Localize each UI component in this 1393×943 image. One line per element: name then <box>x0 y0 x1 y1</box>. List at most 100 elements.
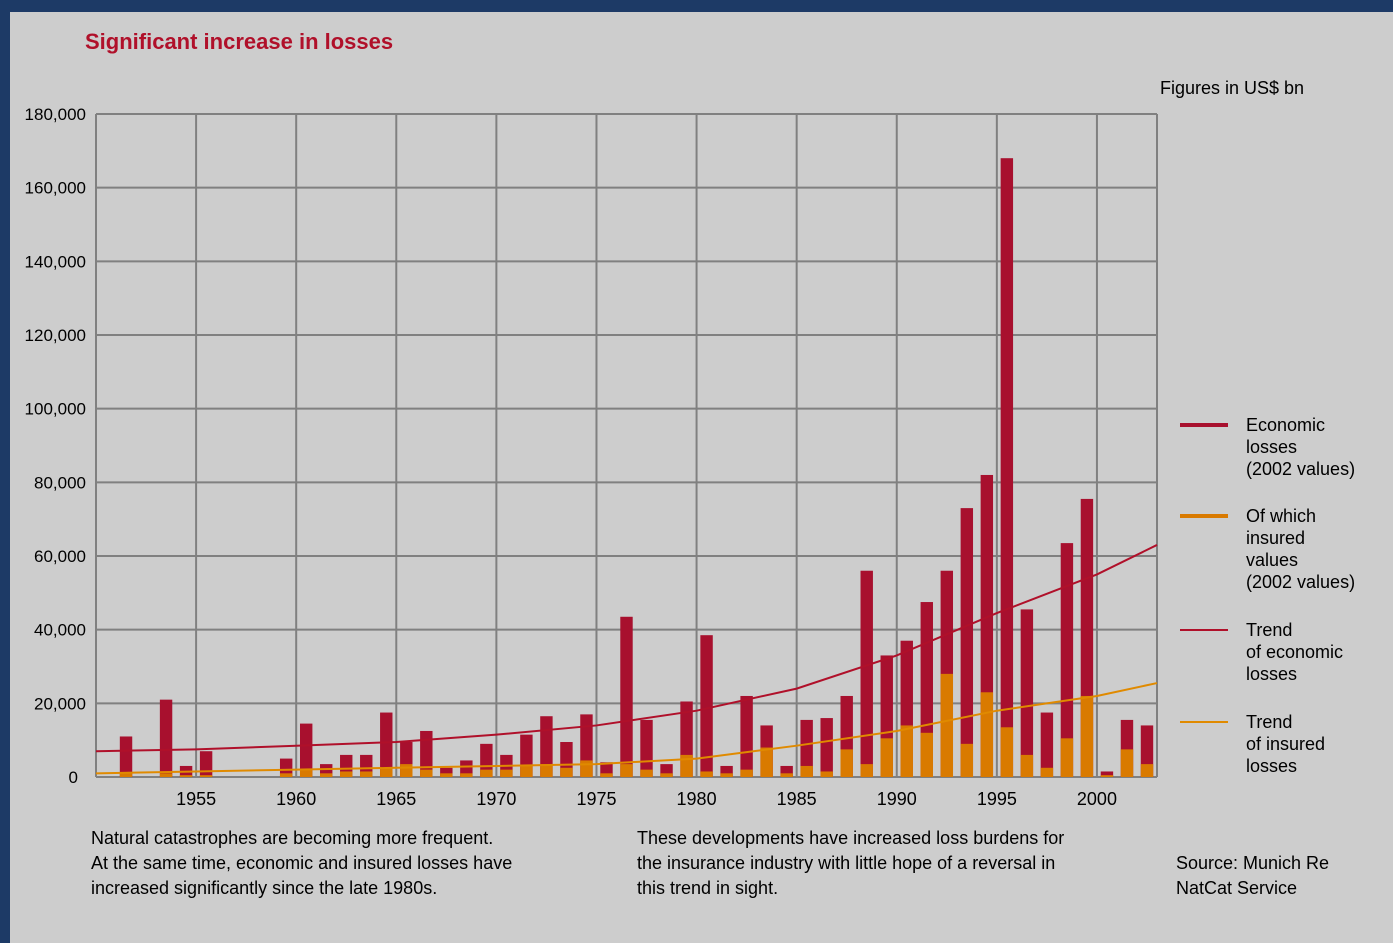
economic-bar <box>279 758 293 777</box>
x-tick-label: 1970 <box>476 789 516 809</box>
economic-bar <box>800 719 813 777</box>
insured-bar <box>320 773 333 777</box>
economic-bar <box>960 508 974 777</box>
economic-bar <box>640 719 653 777</box>
insured-bar <box>199 775 213 777</box>
y-tick-label: 60,000 <box>34 547 86 566</box>
insured-bar <box>660 773 673 777</box>
insured-bar <box>540 764 553 777</box>
insured-bar <box>299 769 313 777</box>
insured-bar <box>500 769 513 777</box>
legend-label-trend-economic: Trend of economic losses <box>1246 620 1344 684</box>
economic-bar <box>460 760 473 777</box>
insured-bar <box>800 765 813 777</box>
insured-bar <box>900 725 913 777</box>
economic-bar <box>159 699 173 777</box>
units-label: Figures in US$ bn <box>1160 78 1305 98</box>
y-tick-label: 20,000 <box>34 694 86 713</box>
economic-bar <box>119 736 133 777</box>
insured-bar <box>560 767 573 777</box>
trend-lines <box>95 544 1158 775</box>
x-axis: 1955 1960 1965 1970 1975 1980 1985 1990 1995 2000 <box>176 789 1117 809</box>
insured-bar <box>1140 764 1154 777</box>
economic-bar <box>820 718 833 777</box>
insured-bar <box>440 773 453 777</box>
x-tick-label: 1980 <box>677 789 717 809</box>
note-middle: These developments have increased loss b… <box>637 828 1065 898</box>
insured-bar <box>600 773 613 777</box>
x-tick-label: 1965 <box>376 789 416 809</box>
source-note: Source: Munich Re NatCat Service <box>1176 853 1330 898</box>
insured-bar <box>720 773 733 777</box>
insured-bar <box>400 764 413 777</box>
trend-insured-line <box>95 682 1158 775</box>
y-axis: 0 20,000 40,000 60,000 80,000 100,000 120,000 1… <box>25 105 86 787</box>
insured-bar <box>880 738 893 777</box>
economic-bar <box>420 730 433 777</box>
x-tick-label: 1955 <box>176 789 216 809</box>
economic-bar <box>1100 771 1114 777</box>
legend-label-economic: Economic losses (2002 values) <box>1246 415 1356 479</box>
insured-bar <box>420 769 433 777</box>
insured-bar <box>960 743 974 777</box>
insured-bar <box>179 775 193 777</box>
thick-orange-line-icon <box>1180 514 1228 518</box>
economic-bar <box>440 767 453 777</box>
insured-bar <box>1060 738 1074 777</box>
insured-bar <box>520 765 533 777</box>
insured-bar <box>1020 754 1034 777</box>
insured-bar <box>580 760 593 777</box>
economic-bar <box>1020 609 1034 777</box>
trend-economic-line <box>95 544 1158 753</box>
insured-bar <box>680 754 693 777</box>
insured-bar <box>820 771 833 777</box>
insured-bar <box>860 764 873 777</box>
economic-bar <box>780 765 793 777</box>
legend-label-trend-insured: Trend of insured losses <box>1246 712 1326 776</box>
insured-bar <box>460 773 473 777</box>
y-tick-label: 120,000 <box>25 326 86 345</box>
y-tick-label: 80,000 <box>34 473 86 492</box>
insured-bar <box>920 732 933 777</box>
insured-bar <box>1040 767 1054 777</box>
x-tick-label: 1995 <box>977 789 1017 809</box>
insured-bar <box>700 771 713 777</box>
y-tick-label: 140,000 <box>25 252 86 271</box>
insured-bar <box>980 692 994 777</box>
economic-bar <box>860 570 873 777</box>
economic-bar <box>1040 712 1054 777</box>
economic-bar <box>480 743 493 777</box>
y-tick-label: 160,000 <box>25 179 86 198</box>
insured-bar <box>640 769 653 777</box>
economic-bar <box>299 723 313 777</box>
note-left: Natural catastrophes are becoming more f… <box>91 828 513 898</box>
insured-bar <box>340 771 353 777</box>
legend-label-insured: Of which insured values (2002 values) <box>1246 506 1356 592</box>
insured-bar <box>119 773 133 777</box>
insured-bar <box>1080 695 1094 777</box>
x-tick-label: 1975 <box>576 789 616 809</box>
bars-group <box>119 158 1154 777</box>
insured-bar <box>159 773 173 777</box>
economic-bar <box>1060 543 1074 777</box>
insured-bar <box>780 773 793 777</box>
economic-bar <box>540 716 553 777</box>
insured-bar <box>740 769 753 777</box>
x-tick-label: 2000 <box>1077 789 1117 809</box>
insured-bar <box>279 773 293 777</box>
thin-red-line-icon <box>1180 629 1228 631</box>
economic-bar <box>199 751 213 777</box>
x-tick-label: 1985 <box>777 789 817 809</box>
chart-panel <box>10 12 1393 943</box>
economic-bar <box>720 765 733 777</box>
economic-bar <box>380 712 393 777</box>
insured-bar <box>760 747 773 777</box>
insured-bar <box>620 764 633 777</box>
insured-bar <box>360 771 373 777</box>
y-tick-label: 180,000 <box>25 105 86 124</box>
economic-bar <box>700 635 713 777</box>
x-tick-label: 1960 <box>276 789 316 809</box>
economic-bar <box>1000 158 1014 777</box>
thin-orange-line-icon <box>1180 721 1228 723</box>
